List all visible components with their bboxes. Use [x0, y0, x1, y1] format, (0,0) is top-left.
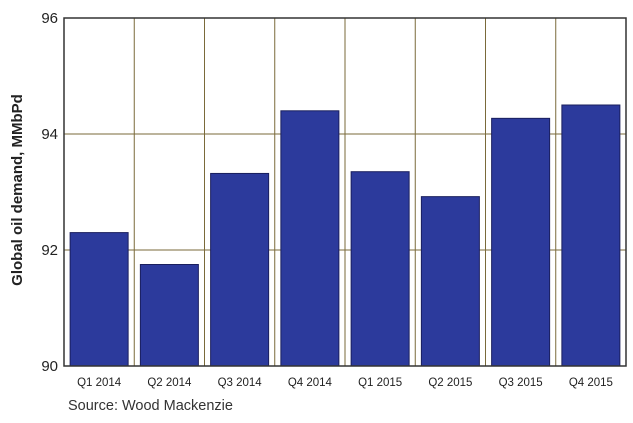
- bar-q2-2015: [420, 196, 480, 367]
- y-axis-ticks: 90 92 94 96: [41, 10, 58, 375]
- source-note: Source: Wood Mackenzie: [68, 398, 233, 414]
- x-tick-label: Q2 2015: [428, 377, 472, 389]
- x-tick-label: Q2 2014: [147, 377, 192, 389]
- x-tick-label: Q1 2014: [77, 377, 122, 389]
- bar-q1-2014: [69, 232, 129, 367]
- plot-frame: [63, 17, 627, 367]
- x-tick-label: Q4 2015: [569, 377, 613, 389]
- y-tick-label: 96: [41, 10, 58, 27]
- x-tick-label: Q1 2015: [358, 377, 402, 389]
- x-tick-label: Q3 2015: [499, 377, 543, 389]
- x-tick-label: Q4 2014: [288, 377, 333, 389]
- y-tick-label: 92: [41, 242, 58, 259]
- bar-q4-2014: [280, 110, 340, 367]
- bar-q3-2014: [210, 172, 270, 367]
- bar-q2-2014: [139, 264, 199, 367]
- y-tick-label: 90: [41, 358, 58, 375]
- plot-border: [63, 17, 627, 367]
- x-axis-ticks: Q1 2014 Q2 2014 Q3 2014 Q4 2014 Q1 2015 Q2 20…: [77, 377, 613, 389]
- bars: [69, 104, 621, 367]
- bar-q3-2015: [491, 117, 551, 367]
- y-tick-label: 94: [41, 126, 58, 143]
- x-tick-label: Q3 2014: [218, 377, 263, 389]
- bar-q1-2015: [350, 171, 410, 367]
- y-axis-label: Global oil demand, MMbPd: [9, 94, 26, 286]
- bar-q4-2015: [561, 104, 621, 367]
